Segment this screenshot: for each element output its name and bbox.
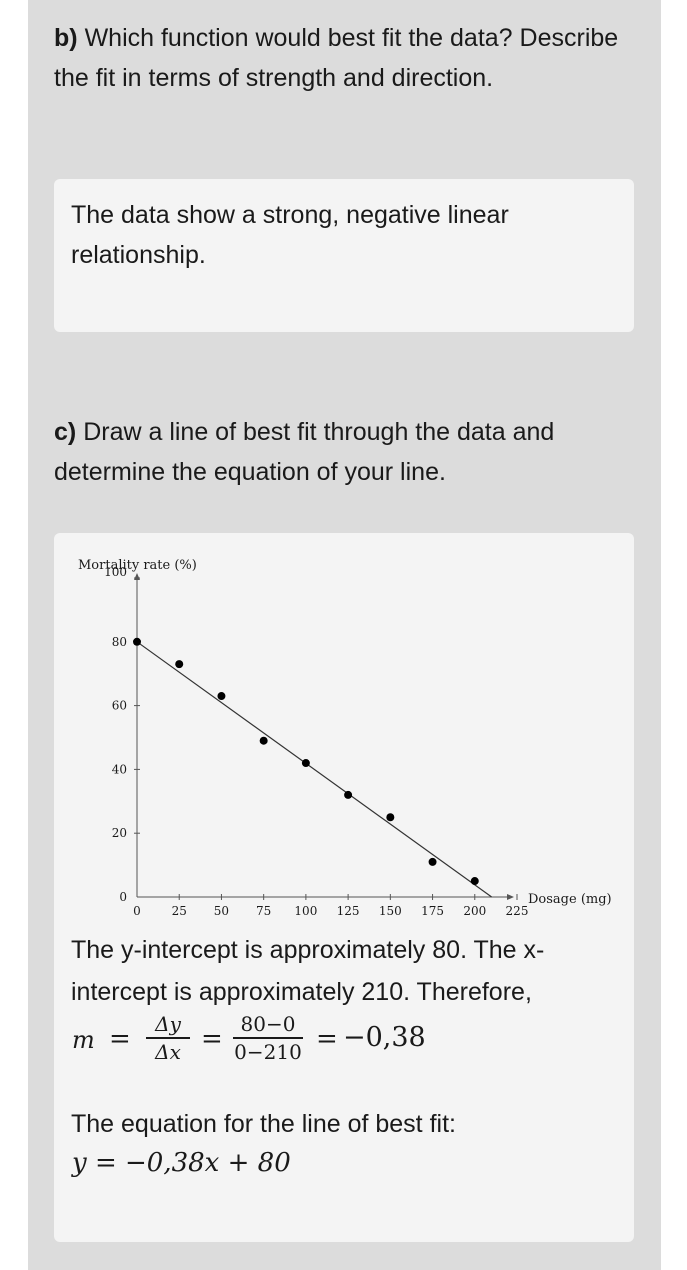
answer-b-text: The data show a strong, negative linear … — [71, 201, 509, 269]
question-b: b) Which function would best fit the dat… — [54, 18, 634, 98]
intercept-text: The y-intercept is approximately 80. The… — [71, 936, 545, 1006]
answer-card-c: Mortality rate (%) Dosage (mg) 0 25 50 75 10… — [54, 533, 634, 1242]
x-tick-label: 200 — [463, 904, 486, 918]
data-point — [386, 813, 395, 822]
data-point — [259, 736, 268, 745]
fraction-numerator: 80−0 — [240, 1012, 296, 1036]
data-point — [133, 637, 141, 646]
x-tick-label: 25 — [172, 904, 187, 918]
fraction-denominator: 0−210 — [234, 1039, 302, 1064]
x-tick-label: 225 — [506, 904, 529, 918]
question-c: c) Draw a line of best fit through the d… — [54, 412, 634, 492]
x-tick-label: 125 — [337, 904, 360, 918]
equals-sign-1: = — [109, 1024, 131, 1054]
value-fraction: 80−0 0−210 — [233, 1012, 303, 1064]
y-axis-arrow — [134, 573, 140, 580]
question-b-text: Which function would best fit the data? … — [54, 24, 619, 92]
y-tick-label: 100 — [104, 565, 127, 579]
delta-y: Δy — [155, 1012, 181, 1036]
x-tick-label: 0 — [133, 904, 141, 918]
data-point — [301, 759, 310, 768]
y-tick-label: 20 — [112, 826, 127, 840]
delta-fraction: Δy Δx — [146, 1012, 190, 1064]
data-point — [217, 692, 226, 701]
x-tick-label: 100 — [294, 904, 317, 918]
y-tick-label: 40 — [112, 762, 127, 776]
data-point — [470, 877, 479, 886]
x-tick-label: 75 — [256, 904, 271, 918]
y-tick-label: 0 — [119, 890, 127, 904]
slope-symbol: m — [72, 1026, 95, 1054]
delta-x: Δx — [155, 1039, 181, 1064]
x-axis-arrow — [507, 894, 514, 900]
best-fit-line — [136, 641, 493, 898]
x-tick-label: 50 — [214, 904, 229, 918]
x-tick-label: 175 — [421, 904, 444, 918]
question-c-label: c) — [54, 418, 77, 446]
equation-label: The equation for the line of best fit: — [71, 1110, 456, 1138]
fraction-bar-2 — [233, 1037, 303, 1039]
scatter-chart: Mortality rate (%) Dosage (mg) 0 25 50 75 10… — [78, 558, 612, 918]
question-c-text: Draw a line of best fit through the data… — [54, 418, 555, 486]
fraction-bar-1 — [146, 1037, 190, 1039]
x-tick-label: 150 — [379, 904, 402, 918]
question-b-label: b) — [54, 24, 78, 52]
answer-card-b: The data show a strong, negative linear … — [54, 179, 634, 332]
best-fit-equation: y = −0,38x + 80 — [72, 1148, 291, 1178]
y-tick-label: 80 — [112, 635, 127, 649]
x-axis-label: Dosage (mg) — [528, 892, 612, 907]
y-tick-label: 60 — [112, 699, 127, 713]
equals-sign-2: = — [201, 1024, 223, 1054]
data-point — [428, 857, 437, 866]
data-point — [175, 660, 184, 669]
y-axis-label: Mortality rate (%) — [78, 558, 197, 573]
equals-sign-3: = — [316, 1024, 338, 1054]
data-point — [344, 790, 353, 799]
slope-result: −0,38 — [343, 1022, 426, 1053]
